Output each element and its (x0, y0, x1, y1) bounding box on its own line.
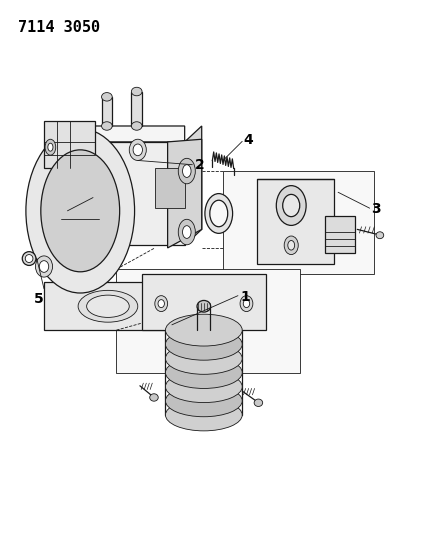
Ellipse shape (25, 255, 33, 263)
Ellipse shape (22, 252, 36, 265)
Ellipse shape (197, 301, 211, 312)
Ellipse shape (102, 93, 112, 101)
Ellipse shape (45, 139, 56, 155)
Ellipse shape (26, 128, 135, 293)
Ellipse shape (166, 343, 242, 374)
Ellipse shape (243, 300, 250, 308)
Polygon shape (168, 139, 202, 248)
Ellipse shape (87, 295, 129, 317)
Ellipse shape (166, 357, 242, 389)
Text: 5: 5 (34, 292, 44, 306)
Ellipse shape (276, 185, 306, 225)
Polygon shape (57, 142, 184, 245)
Ellipse shape (178, 158, 195, 184)
Ellipse shape (158, 300, 164, 308)
Polygon shape (44, 282, 172, 330)
Ellipse shape (131, 87, 142, 96)
Ellipse shape (254, 399, 263, 407)
Ellipse shape (39, 261, 49, 272)
Ellipse shape (150, 394, 158, 401)
Ellipse shape (288, 240, 295, 250)
Polygon shape (131, 92, 142, 126)
Ellipse shape (48, 143, 53, 151)
Ellipse shape (283, 195, 300, 216)
Ellipse shape (166, 385, 242, 417)
Ellipse shape (155, 296, 168, 312)
Ellipse shape (41, 150, 120, 272)
Text: 1: 1 (240, 290, 250, 304)
Polygon shape (57, 126, 184, 142)
Polygon shape (44, 120, 95, 168)
Ellipse shape (240, 296, 253, 312)
Polygon shape (257, 179, 334, 264)
Polygon shape (184, 126, 202, 245)
Ellipse shape (205, 193, 233, 233)
Ellipse shape (166, 314, 242, 346)
Ellipse shape (166, 328, 242, 360)
Polygon shape (142, 274, 266, 330)
Ellipse shape (133, 144, 142, 156)
Ellipse shape (376, 232, 384, 239)
Ellipse shape (182, 165, 191, 177)
Text: 3: 3 (372, 202, 381, 216)
Ellipse shape (166, 399, 242, 431)
Ellipse shape (129, 139, 146, 160)
Text: 4: 4 (244, 133, 253, 147)
Ellipse shape (131, 122, 142, 130)
Ellipse shape (178, 219, 195, 245)
Polygon shape (155, 168, 184, 208)
Polygon shape (223, 171, 375, 274)
Text: 2: 2 (194, 158, 204, 172)
Polygon shape (116, 269, 300, 373)
Text: 7114 3050: 7114 3050 (18, 20, 100, 35)
Polygon shape (102, 97, 112, 126)
Ellipse shape (166, 371, 242, 402)
Ellipse shape (284, 236, 298, 255)
Ellipse shape (36, 256, 52, 277)
Polygon shape (325, 216, 355, 253)
Ellipse shape (210, 200, 228, 227)
Ellipse shape (182, 225, 191, 238)
Ellipse shape (102, 122, 112, 130)
Ellipse shape (78, 290, 138, 322)
